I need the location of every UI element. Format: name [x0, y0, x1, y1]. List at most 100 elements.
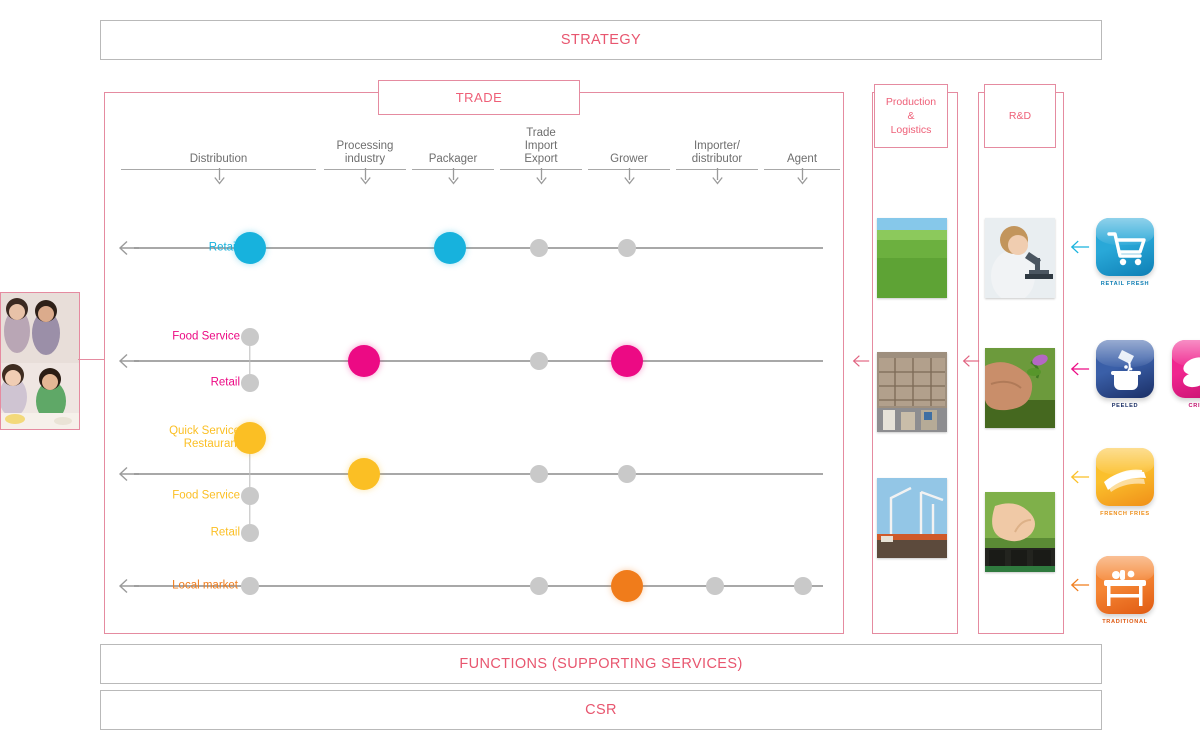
chain-node-dot[interactable] [794, 577, 812, 595]
chevron-down-icon [213, 168, 226, 190]
port-crane-photo [877, 478, 947, 558]
scientist-microscope-photo [985, 218, 1055, 298]
chain-node-dot[interactable] [618, 239, 636, 257]
column-header-label: Distribution [189, 153, 248, 166]
chevron-down-icon [535, 168, 548, 190]
chain-node-dot[interactable] [611, 345, 643, 377]
family-dining-photo [0, 292, 80, 430]
column-headers: Distribution Processing industry Packager T… [104, 118, 842, 188]
crisps-icon[interactable] [1172, 340, 1200, 398]
fries-icon[interactable] [1096, 448, 1154, 506]
rd-badge-label: R&D [1008, 109, 1032, 122]
row-left-arrow-icon [118, 466, 140, 487]
strategy-banner-label: STRATEGY [560, 32, 642, 48]
chain-node-dot[interactable] [530, 352, 548, 370]
column-header-label: Trade Import Export [524, 127, 558, 166]
product-caption: FRENCH FRIES [1100, 511, 1150, 517]
trade-badge: TRADE [378, 80, 580, 115]
column-header-label: Importer/ distributor [691, 140, 743, 166]
local-market-row: Local market [104, 570, 842, 602]
chain-node-dot[interactable] [234, 422, 266, 454]
product-caption: PEELED [1111, 403, 1139, 409]
chain-node-dot[interactable] [611, 570, 643, 602]
product-traditional[interactable]: TRADITIONAL [1096, 556, 1154, 625]
column-header-importer-distributor: Importer/ distributor [676, 118, 758, 188]
product-retail-fresh[interactable]: RETAIL FRESH [1096, 218, 1154, 287]
chain-node-dot[interactable] [241, 328, 259, 346]
row-line [134, 247, 823, 249]
chevron-down-icon [447, 168, 460, 190]
product-french-fries[interactable]: FRENCH FRIES [1096, 448, 1154, 517]
csr-banner-label: CSR [585, 702, 617, 718]
product-crisps[interactable]: CRISPS [1172, 340, 1200, 409]
row-label: Retail [210, 526, 240, 539]
chevron-down-icon [711, 168, 724, 190]
retail-fresh-row: Retail- [104, 232, 842, 264]
product-left-arrow-icon [1070, 469, 1090, 490]
pot-pouring-icon[interactable] [1096, 340, 1154, 398]
food-service-retail-row: Food Service Retail [104, 328, 842, 392]
chain-node-dot[interactable] [241, 374, 259, 392]
chain-node-dot[interactable] [241, 487, 259, 505]
green-field-photo [877, 218, 947, 298]
chain-node-dot[interactable] [530, 577, 548, 595]
product-caption: RETAIL FRESH [1100, 281, 1150, 287]
column-header-packager: Packager [412, 118, 494, 188]
production-logistics-badge: Production & Logistics [874, 84, 948, 148]
rd-badge: R&D [984, 84, 1056, 148]
chevron-down-icon [796, 168, 809, 190]
arrow-trade-to-prodlog [852, 353, 870, 374]
row-label: Quick Service Restaurant [169, 424, 240, 450]
column-header-agent: Agent [764, 118, 840, 188]
shopping-cart-icon[interactable] [1096, 218, 1154, 276]
photo-connector-line [78, 359, 106, 361]
column-header-trade-import-export: Trade Import Export [500, 118, 582, 188]
row-left-arrow-icon [118, 240, 140, 261]
row-line [134, 473, 823, 475]
column-header-label: Packager [428, 153, 478, 166]
hands-plant-photo [985, 348, 1055, 428]
trade-frame [104, 92, 844, 634]
warehouse-pallets-photo [877, 352, 947, 432]
product-peeled[interactable]: PEELED [1096, 340, 1154, 409]
functions-banner-label: FUNCTIONS (SUPPORTING SERVICES) [459, 656, 743, 672]
quick-service-row: Quick Service Restaurant Food Service Reta… [104, 422, 842, 542]
chain-node-dot[interactable] [348, 458, 380, 490]
chain-node-dot[interactable] [241, 524, 259, 542]
column-header-grower: Grower [588, 118, 670, 188]
strategy-banner: STRATEGY [100, 20, 1102, 60]
chain-node-dot[interactable] [241, 577, 259, 595]
chevron-down-icon [623, 168, 636, 190]
row-left-arrow-icon [118, 353, 140, 374]
product-left-arrow-icon [1070, 361, 1090, 382]
product-left-arrow-icon [1070, 239, 1090, 260]
csr-banner: CSR [100, 690, 1102, 730]
trade-badge-label: TRADE [455, 90, 503, 105]
chevron-down-icon [359, 168, 372, 190]
chain-node-dot[interactable] [348, 345, 380, 377]
row-stem-line [249, 337, 251, 383]
row-line [134, 585, 823, 587]
value-chain-rows: Retail- Food Service Retail Quick Service R… [104, 92, 842, 632]
chain-node-dot[interactable] [618, 465, 636, 483]
column-header-processing-industry: Processing industry [324, 118, 406, 188]
functions-banner: FUNCTIONS (SUPPORTING SERVICES) [100, 644, 1102, 684]
chain-node-dot[interactable] [530, 239, 548, 257]
arrow-prodlog-to-rd [962, 353, 980, 374]
row-label: Local market [172, 579, 238, 592]
chain-node-dot[interactable] [706, 577, 724, 595]
chain-node-dot[interactable] [530, 465, 548, 483]
column-header-label: Grower [610, 153, 648, 166]
row-line [134, 360, 823, 362]
row-left-arrow-icon [118, 578, 140, 599]
column-header-distribution: Distribution [121, 118, 316, 188]
chain-node-dot[interactable] [434, 232, 466, 264]
column-header-label: Processing industry [336, 140, 394, 166]
row-label: Retail- [208, 241, 242, 254]
column-header-label: Agent [786, 153, 818, 166]
production-logistics-badge-label: Production & Logistics [885, 95, 937, 137]
row-label: Food Service [172, 330, 240, 343]
chain-node-dot[interactable] [234, 232, 266, 264]
market-stall-icon[interactable] [1096, 556, 1154, 614]
row-stem-line [249, 438, 251, 533]
